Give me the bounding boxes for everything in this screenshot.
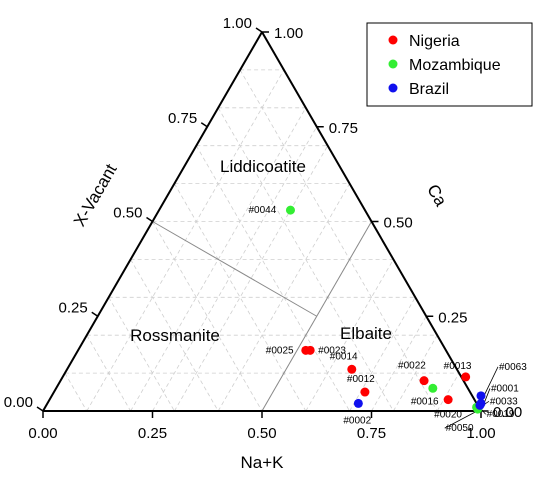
grid-line-x-vacant (64, 372, 88, 412)
data-point-mozambique (428, 383, 438, 393)
data-point-brazil (353, 398, 363, 408)
data-point-mozambique (285, 205, 295, 215)
axis-title-ca: Ca (423, 181, 451, 210)
field-label-liddicoatite: Liddicoatite (220, 157, 306, 176)
grid-line-na-k (305, 259, 394, 412)
grid-line-x-vacant (195, 145, 350, 412)
data-point-brazil (475, 400, 485, 410)
tick-label-na-k: 0.00 (28, 425, 57, 442)
tick-label-ca: 1.00 (274, 25, 303, 42)
tick-label-x-vacant: 1.00 (223, 15, 252, 32)
data-points (285, 205, 486, 414)
tick-label-na-k: 0.50 (247, 425, 276, 442)
tick-label-ca: 0.50 (384, 215, 413, 232)
tick-x-vacant (146, 216, 153, 223)
grid-line-na-k (436, 372, 460, 412)
sample-label: #0002 (343, 415, 371, 426)
tick-label-x-vacant: 0.50 (113, 205, 142, 222)
sample-label: #0012 (347, 374, 375, 385)
tick-x-vacant (36, 406, 44, 412)
axis-title-na-k: Na+K (241, 453, 285, 472)
grid-line-na-k (174, 145, 329, 412)
data-point-nigeria (419, 376, 429, 386)
sample-label: #0023 (318, 345, 346, 356)
tick-x-vacant (255, 27, 263, 33)
grid-line-na-k (393, 334, 438, 412)
grid-line-x-vacant (152, 221, 263, 412)
grid-line-x-vacant (108, 297, 175, 412)
legend-marker-nigeria (388, 35, 398, 45)
sample-label: #0020 (434, 410, 462, 421)
field-boundary-left (152, 221, 317, 317)
axis-ticks: 0.00 0.00 1.00 0.25 0.25 0.75 0.50 0.50 0.50 0.75… (4, 15, 522, 442)
field-boundary-right (316, 221, 372, 317)
grid-line-na-k (349, 297, 416, 412)
data-point-brazil (476, 391, 486, 401)
legend-marker-brazil (388, 83, 398, 93)
data-point-nigeria (443, 395, 453, 405)
legend-label-mozambique: Mozambique (409, 57, 501, 74)
sample-label: #0001 (491, 383, 519, 394)
field-boundary-vertical (261, 315, 318, 412)
legend-marker-mozambique (388, 59, 398, 69)
grid-line-quarter (371, 316, 427, 412)
field-label-elbaite: Elbaite (340, 324, 392, 343)
sample-label: #0013 (444, 361, 472, 372)
tick-label-x-vacant: 0.00 (4, 394, 33, 411)
legend: Nigeria Mozambique Brazil (366, 22, 533, 107)
field-label-rossmanite: Rossmanite (130, 326, 220, 345)
sample-label: #0033 (490, 396, 518, 407)
tick-x-vacant (200, 122, 208, 128)
data-point-nigeria (305, 345, 315, 355)
tick-label-ca: 0.25 (438, 309, 467, 326)
data-point-nigeria (360, 387, 370, 397)
sample-label: #0022 (398, 361, 426, 372)
tick-x-vacant (91, 311, 99, 317)
data-point-nigeria (461, 372, 471, 382)
grid-line-x-vacant (239, 69, 438, 412)
label-leader-line (483, 388, 491, 404)
field-boundaries (152, 221, 372, 412)
label-leader-line (483, 366, 499, 397)
tick-label-x-vacant: 0.75 (168, 110, 197, 127)
grid-line-x-vacant (86, 334, 131, 412)
tick-label-na-k: 1.00 (466, 425, 495, 442)
legend-label-brazil: Brazil (409, 81, 449, 98)
sample-label: #0063 (499, 362, 527, 373)
sample-labels: #0025 #0023#0014 #0012 #0022 #0013 #0020 #0044… (248, 205, 527, 434)
sample-label: #0050 (446, 423, 474, 434)
tick-label-na-k: 0.75 (357, 425, 386, 442)
legend-label-nigeria: Nigeria (409, 33, 460, 50)
tick-label-na-k: 0.25 (138, 425, 167, 442)
sample-label: #0016 (411, 396, 439, 407)
grid-line-x-vacant (130, 259, 219, 412)
tick-label-ca: 0.75 (329, 120, 358, 137)
tick-label-x-vacant: 0.25 (59, 299, 88, 316)
sample-label: #0044 (248, 205, 276, 216)
sample-label: #0014 (330, 351, 358, 362)
sample-label: #0019 (487, 409, 515, 420)
data-point-nigeria (347, 364, 357, 374)
sample-label: #0025 (266, 345, 294, 356)
tick-label-ca: 0.00 (493, 404, 522, 421)
